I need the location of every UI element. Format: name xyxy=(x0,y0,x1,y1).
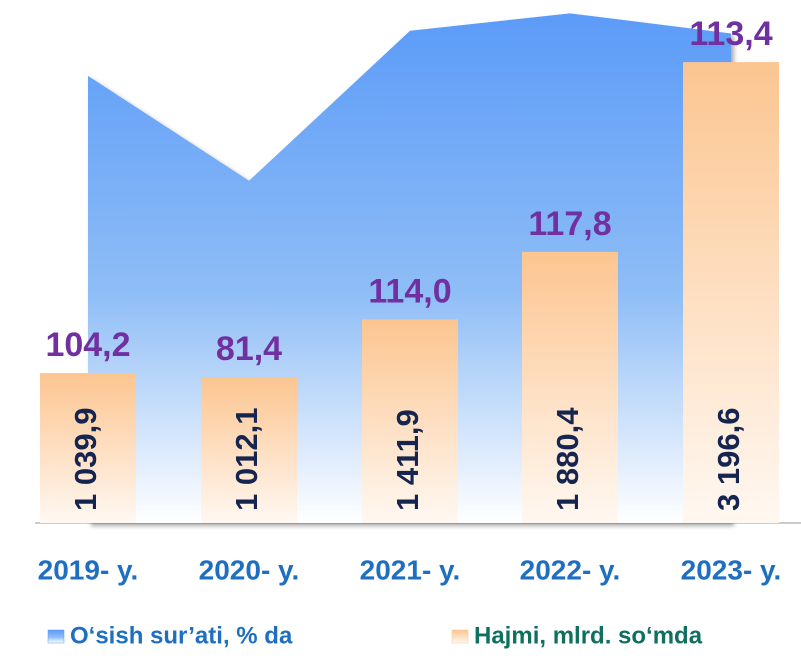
bar-value-label: 1 039,9 xyxy=(68,408,103,511)
bar-value-label: 1 411,9 xyxy=(390,409,425,511)
bar xyxy=(522,251,618,523)
x-tick-label: 2021- y. xyxy=(360,554,461,585)
legend-label: Hajmi, mlrd. so‘mda xyxy=(474,622,703,649)
x-tick-label: 2020- y. xyxy=(199,554,300,585)
bar-value-label: 1 880,4 xyxy=(550,407,585,511)
x-tick-label: 2019- y. xyxy=(38,554,139,585)
legend-label: O‘sish sur’ati, % da xyxy=(70,622,293,649)
bar-value-label: 3 196,6 xyxy=(711,408,746,511)
x-tick-label: 2022- y. xyxy=(520,554,621,585)
bar xyxy=(362,319,458,523)
legend-swatch xyxy=(47,629,65,644)
growth-value-label: 117,8 xyxy=(528,205,611,243)
growth-value-label: 104,2 xyxy=(45,326,130,364)
bar xyxy=(683,62,779,524)
growth-value-label: 113,4 xyxy=(689,15,772,53)
growth-value-label: 81,4 xyxy=(216,330,282,368)
bar xyxy=(201,377,297,523)
bar xyxy=(40,373,136,523)
bar-value-label: 1 012,1 xyxy=(229,408,264,511)
x-tick-label: 2023- y. xyxy=(681,554,782,585)
legend-swatch xyxy=(451,629,469,644)
growth-value-label: 114,0 xyxy=(368,272,451,310)
